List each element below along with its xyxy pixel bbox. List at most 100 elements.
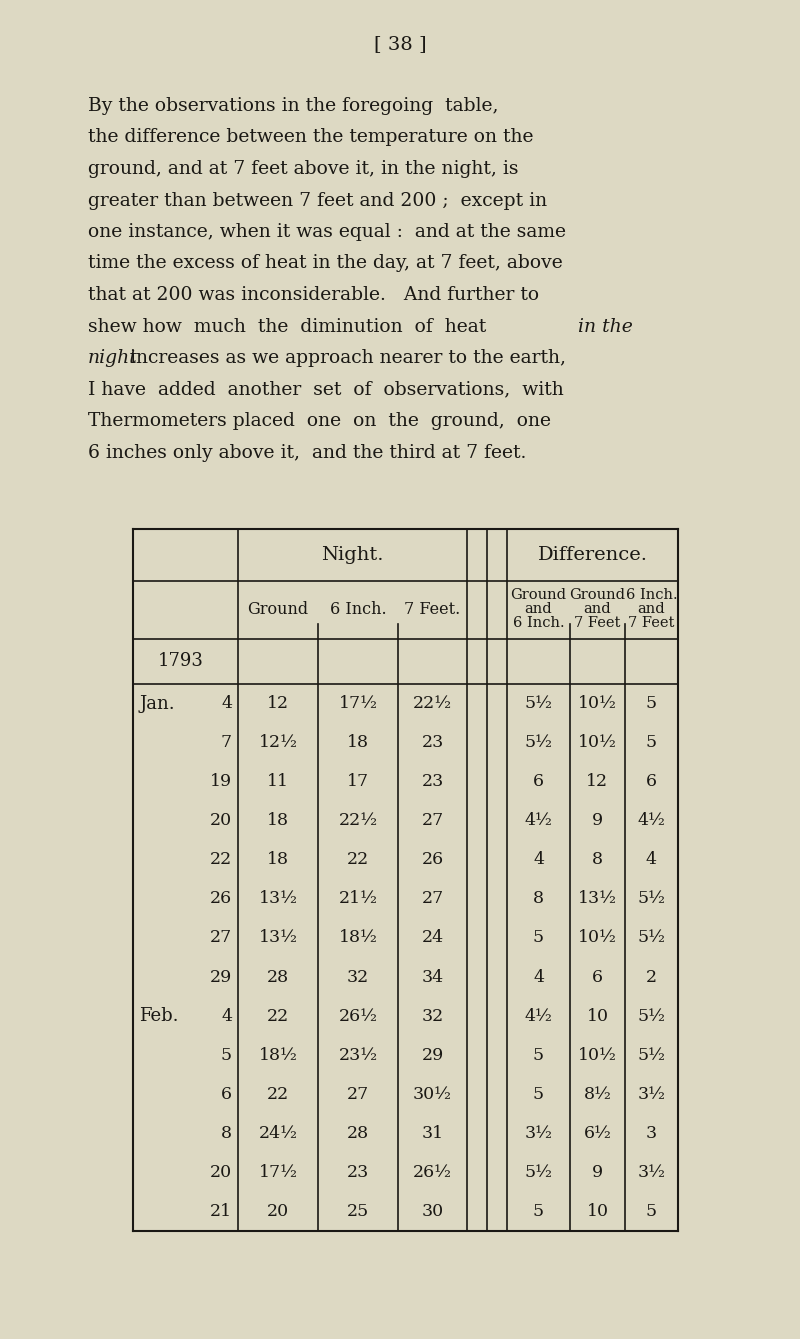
Text: 10½: 10½	[578, 1047, 617, 1063]
Text: 22: 22	[267, 1008, 289, 1024]
Text: 26½: 26½	[338, 1008, 378, 1024]
Text: 32: 32	[422, 1008, 444, 1024]
Text: I have  added  another  set  of  observations,  with: I have added another set of observations…	[88, 380, 564, 399]
Text: 18½: 18½	[338, 929, 378, 947]
Text: 1793: 1793	[158, 652, 203, 671]
Text: 22: 22	[267, 1086, 289, 1103]
Text: 19: 19	[210, 773, 232, 790]
Text: 6 inches only above it,  and the third at 7 feet.: 6 inches only above it, and the third at…	[88, 443, 526, 462]
Text: 18: 18	[267, 813, 289, 829]
Text: 27: 27	[422, 890, 444, 908]
Text: 32: 32	[347, 968, 369, 986]
Text: 5½: 5½	[638, 1047, 666, 1063]
Text: 3½: 3½	[638, 1086, 666, 1103]
Text: that at 200 was inconsiderable.   And further to: that at 200 was inconsiderable. And furt…	[88, 287, 539, 304]
Text: 5½: 5½	[638, 1008, 666, 1024]
Text: 9: 9	[592, 1164, 603, 1181]
Text: 28: 28	[347, 1125, 369, 1142]
Text: 10½: 10½	[578, 734, 617, 751]
Text: 9: 9	[592, 813, 603, 829]
Text: 23: 23	[347, 1164, 369, 1181]
Text: By the observations in the foregoing  table,: By the observations in the foregoing tab…	[88, 96, 498, 115]
Text: one instance, when it was equal :  and at the same: one instance, when it was equal : and at…	[88, 224, 566, 241]
Text: 23½: 23½	[338, 1047, 378, 1063]
Text: 10½: 10½	[578, 695, 617, 712]
Text: 4: 4	[533, 852, 544, 868]
Text: 10: 10	[586, 1008, 609, 1024]
Text: 6 Inch.: 6 Inch.	[513, 616, 564, 631]
Text: 4: 4	[646, 852, 657, 868]
Text: 24: 24	[422, 929, 443, 947]
Text: 5: 5	[533, 1202, 544, 1220]
Text: 7 Feet: 7 Feet	[574, 616, 621, 631]
Text: shew how  much  the  diminution  of  heat: shew how much the diminution of heat	[88, 317, 492, 336]
Text: 13½: 13½	[578, 890, 617, 908]
Text: 6: 6	[592, 968, 603, 986]
Text: 4: 4	[533, 968, 544, 986]
Text: 5: 5	[533, 929, 544, 947]
Text: 21½: 21½	[338, 890, 378, 908]
Text: 6: 6	[533, 773, 544, 790]
Text: 17½: 17½	[258, 1164, 298, 1181]
Text: 7 Feet: 7 Feet	[628, 616, 674, 631]
Text: 22½: 22½	[413, 695, 452, 712]
Text: 22½: 22½	[338, 813, 378, 829]
Text: 23: 23	[422, 734, 444, 751]
Text: 5½: 5½	[638, 929, 666, 947]
Text: 22: 22	[347, 852, 369, 868]
Text: 11: 11	[267, 773, 289, 790]
Text: 10½: 10½	[578, 929, 617, 947]
Text: Thermometers placed  one  on  the  ground,  one: Thermometers placed one on the ground, o…	[88, 412, 551, 430]
Text: increases as we approach nearer to the earth,: increases as we approach nearer to the e…	[124, 349, 566, 367]
Text: 8½: 8½	[583, 1086, 611, 1103]
Text: 7 Feet.: 7 Feet.	[404, 600, 461, 617]
Text: time the excess of heat in the day, at 7 feet, above: time the excess of heat in the day, at 7…	[88, 254, 562, 273]
Text: [ 38 ]: [ 38 ]	[374, 35, 426, 54]
Text: Ground: Ground	[247, 600, 309, 617]
Text: and: and	[584, 603, 611, 616]
Text: 4: 4	[221, 695, 232, 712]
Text: 3: 3	[646, 1125, 657, 1142]
Text: 34: 34	[422, 968, 443, 986]
Text: 8: 8	[533, 890, 544, 908]
Text: 10: 10	[586, 1202, 609, 1220]
Text: 3½: 3½	[638, 1164, 666, 1181]
Text: 18: 18	[347, 734, 369, 751]
Text: 2: 2	[646, 968, 657, 986]
Text: 4½: 4½	[525, 813, 553, 829]
Text: 4½: 4½	[525, 1008, 553, 1024]
Text: Difference.: Difference.	[538, 546, 647, 564]
Text: night: night	[88, 349, 138, 367]
Text: greater than between 7 feet and 200 ;  except in: greater than between 7 feet and 200 ; ex…	[88, 191, 547, 209]
Text: 3½: 3½	[525, 1125, 553, 1142]
Text: 7: 7	[221, 734, 232, 751]
Text: 29: 29	[422, 1047, 444, 1063]
Text: ground, and at 7 feet above it, in the night, is: ground, and at 7 feet above it, in the n…	[88, 159, 518, 178]
Text: 20: 20	[267, 1202, 289, 1220]
Text: 5½: 5½	[525, 695, 553, 712]
Text: 24½: 24½	[258, 1125, 298, 1142]
Text: 23: 23	[422, 773, 444, 790]
Text: 8: 8	[221, 1125, 232, 1142]
Text: in the: in the	[578, 317, 633, 336]
Text: 6: 6	[221, 1086, 232, 1103]
Text: 13½: 13½	[258, 929, 298, 947]
Text: 21: 21	[210, 1202, 232, 1220]
Text: 26: 26	[210, 890, 232, 908]
Text: 5: 5	[646, 695, 657, 712]
Text: 26½: 26½	[413, 1164, 452, 1181]
Text: 5½: 5½	[525, 734, 553, 751]
Text: 28: 28	[267, 968, 289, 986]
Text: 25: 25	[347, 1202, 369, 1220]
Text: 5: 5	[646, 1202, 657, 1220]
Text: 8: 8	[592, 852, 603, 868]
Text: 6 Inch.: 6 Inch.	[330, 600, 386, 617]
Text: and: and	[638, 603, 666, 616]
Text: 26: 26	[422, 852, 443, 868]
Text: 27: 27	[347, 1086, 369, 1103]
Text: 4½: 4½	[638, 813, 666, 829]
Text: Night.: Night.	[322, 546, 384, 564]
Text: 4: 4	[221, 1008, 232, 1024]
Text: Feb.: Feb.	[139, 1007, 178, 1026]
Text: Jan.: Jan.	[139, 695, 174, 712]
